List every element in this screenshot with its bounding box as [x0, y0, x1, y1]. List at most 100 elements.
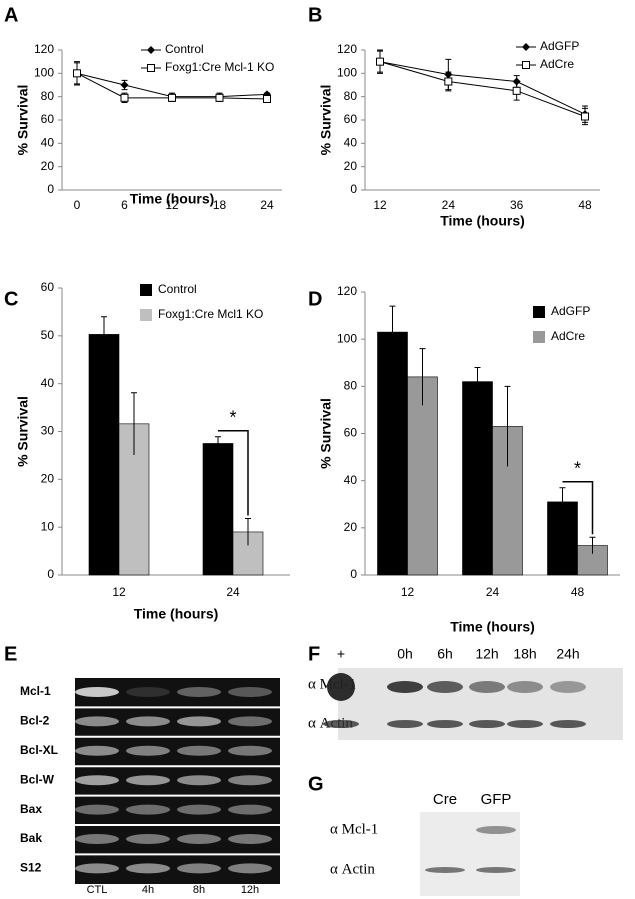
- y-axis-title: % Survival: [318, 85, 334, 156]
- blot-lane-label: Cre: [433, 791, 457, 808]
- legend-label: AdCre: [551, 329, 585, 343]
- x-axis-title: Time (hours): [130, 191, 215, 207]
- y-tick-label: 60: [344, 112, 358, 126]
- y-tick-label: 30: [41, 424, 55, 438]
- y-tick-label: 80: [344, 89, 358, 103]
- blot-band: [425, 867, 465, 873]
- y-tick-label: 80: [41, 89, 55, 103]
- gel-row-label: Bax: [20, 802, 42, 816]
- x-tick-label: 12: [112, 585, 126, 599]
- y-axis-title: % Survival: [15, 396, 31, 467]
- gel-lane-label: CTL: [87, 884, 108, 896]
- gel-band: [75, 716, 119, 727]
- gel-band: [75, 775, 119, 786]
- panel-letter: C: [4, 288, 18, 310]
- error-bar: [474, 366, 481, 396]
- gel-band: [126, 775, 170, 786]
- x-axis-title: Time (hours): [450, 619, 535, 635]
- gel-band: [126, 716, 170, 727]
- blot-band: [427, 681, 463, 693]
- panel-letter: B: [308, 4, 322, 26]
- legend-marker: [147, 46, 155, 54]
- gel-row-label: Bcl-W: [20, 772, 55, 786]
- legend-swatch: [533, 331, 545, 343]
- annotation: *: [574, 458, 581, 478]
- y-tick-label: 60: [41, 280, 55, 294]
- bar: [88, 334, 120, 576]
- blot-row-label: α Mcl-1: [330, 821, 378, 837]
- y-tick-label: 120: [337, 284, 357, 298]
- point: [444, 77, 453, 86]
- legend-swatch: [140, 284, 152, 296]
- gel-band: [177, 745, 221, 756]
- legend-label: AdCre: [540, 57, 574, 71]
- gel-band: [228, 745, 272, 756]
- blot-row-label: α Actin: [330, 861, 375, 877]
- x-tick-label: 24: [260, 198, 274, 212]
- gel-row-label: Bcl-XL: [20, 743, 58, 757]
- bar: [462, 381, 493, 576]
- error-bar: [559, 487, 566, 517]
- significance-bracket: [562, 480, 594, 535]
- y-tick-label: 20: [41, 159, 55, 173]
- y-tick-label: 0: [350, 567, 357, 581]
- gel-band: [75, 804, 119, 815]
- blot-band: [507, 681, 543, 693]
- blot-lane-label: 24h: [556, 646, 579, 662]
- y-tick-label: 40: [41, 136, 55, 150]
- bar: [407, 376, 438, 576]
- blot-band: [387, 681, 423, 693]
- y-tick-label: 40: [344, 136, 358, 150]
- gel-band: [228, 863, 272, 874]
- legend-label: Control: [158, 282, 197, 296]
- y-tick-label: 40: [344, 473, 358, 487]
- blot-band: [387, 720, 423, 728]
- x-tick-label: 24: [486, 585, 500, 599]
- gel-band: [126, 745, 170, 756]
- x-axis-title: Time (hours): [134, 606, 219, 622]
- legend-label: Foxg1:Cre Mcl1 KO: [158, 307, 263, 321]
- y-tick-label: 40: [41, 376, 55, 390]
- legend-label: AdGFP: [551, 304, 590, 318]
- point: [120, 93, 129, 102]
- gel-band: [75, 745, 119, 756]
- gel-band: [228, 834, 272, 844]
- x-tick-label: 12: [165, 198, 179, 212]
- point: [376, 57, 384, 66]
- y-tick-label: 0: [350, 182, 357, 196]
- legend-label: Control: [165, 42, 204, 56]
- x-tick-label: 6: [121, 198, 128, 212]
- gel-row-label: Bak: [20, 831, 42, 845]
- gel-band: [177, 804, 221, 815]
- y-tick-label: 120: [337, 42, 357, 56]
- gel-band: [177, 775, 221, 786]
- gel-band: [75, 687, 119, 697]
- bar: [202, 443, 234, 576]
- legend-swatch: [533, 306, 545, 318]
- y-tick-label: 60: [344, 426, 358, 440]
- gel-band: [228, 775, 272, 786]
- y-tick-label: 120: [34, 42, 54, 56]
- gel-band: [177, 687, 221, 697]
- gel-band: [228, 687, 272, 697]
- y-tick-label: 100: [337, 66, 357, 80]
- gel-band: [228, 804, 272, 815]
- y-tick-label: 50: [41, 328, 55, 342]
- blot-lane-label: +: [337, 646, 345, 662]
- blot-lane-label: GFP: [481, 791, 512, 808]
- annotation: *: [229, 408, 236, 428]
- y-axis-title: % Survival: [318, 398, 334, 469]
- panel-letter: D: [308, 288, 322, 310]
- blot-band: [427, 720, 463, 728]
- point: [73, 69, 81, 78]
- blot-lane-label: 18h: [513, 646, 536, 662]
- blot-band: [327, 673, 355, 701]
- y-tick-label: 20: [344, 520, 358, 534]
- y-tick-label: 20: [41, 472, 55, 486]
- gel-band: [126, 863, 170, 874]
- x-tick-label: 12: [373, 198, 387, 212]
- y-tick-label: 100: [337, 331, 357, 345]
- blot-band: [476, 826, 516, 834]
- y-axis-title: % Survival: [15, 85, 31, 156]
